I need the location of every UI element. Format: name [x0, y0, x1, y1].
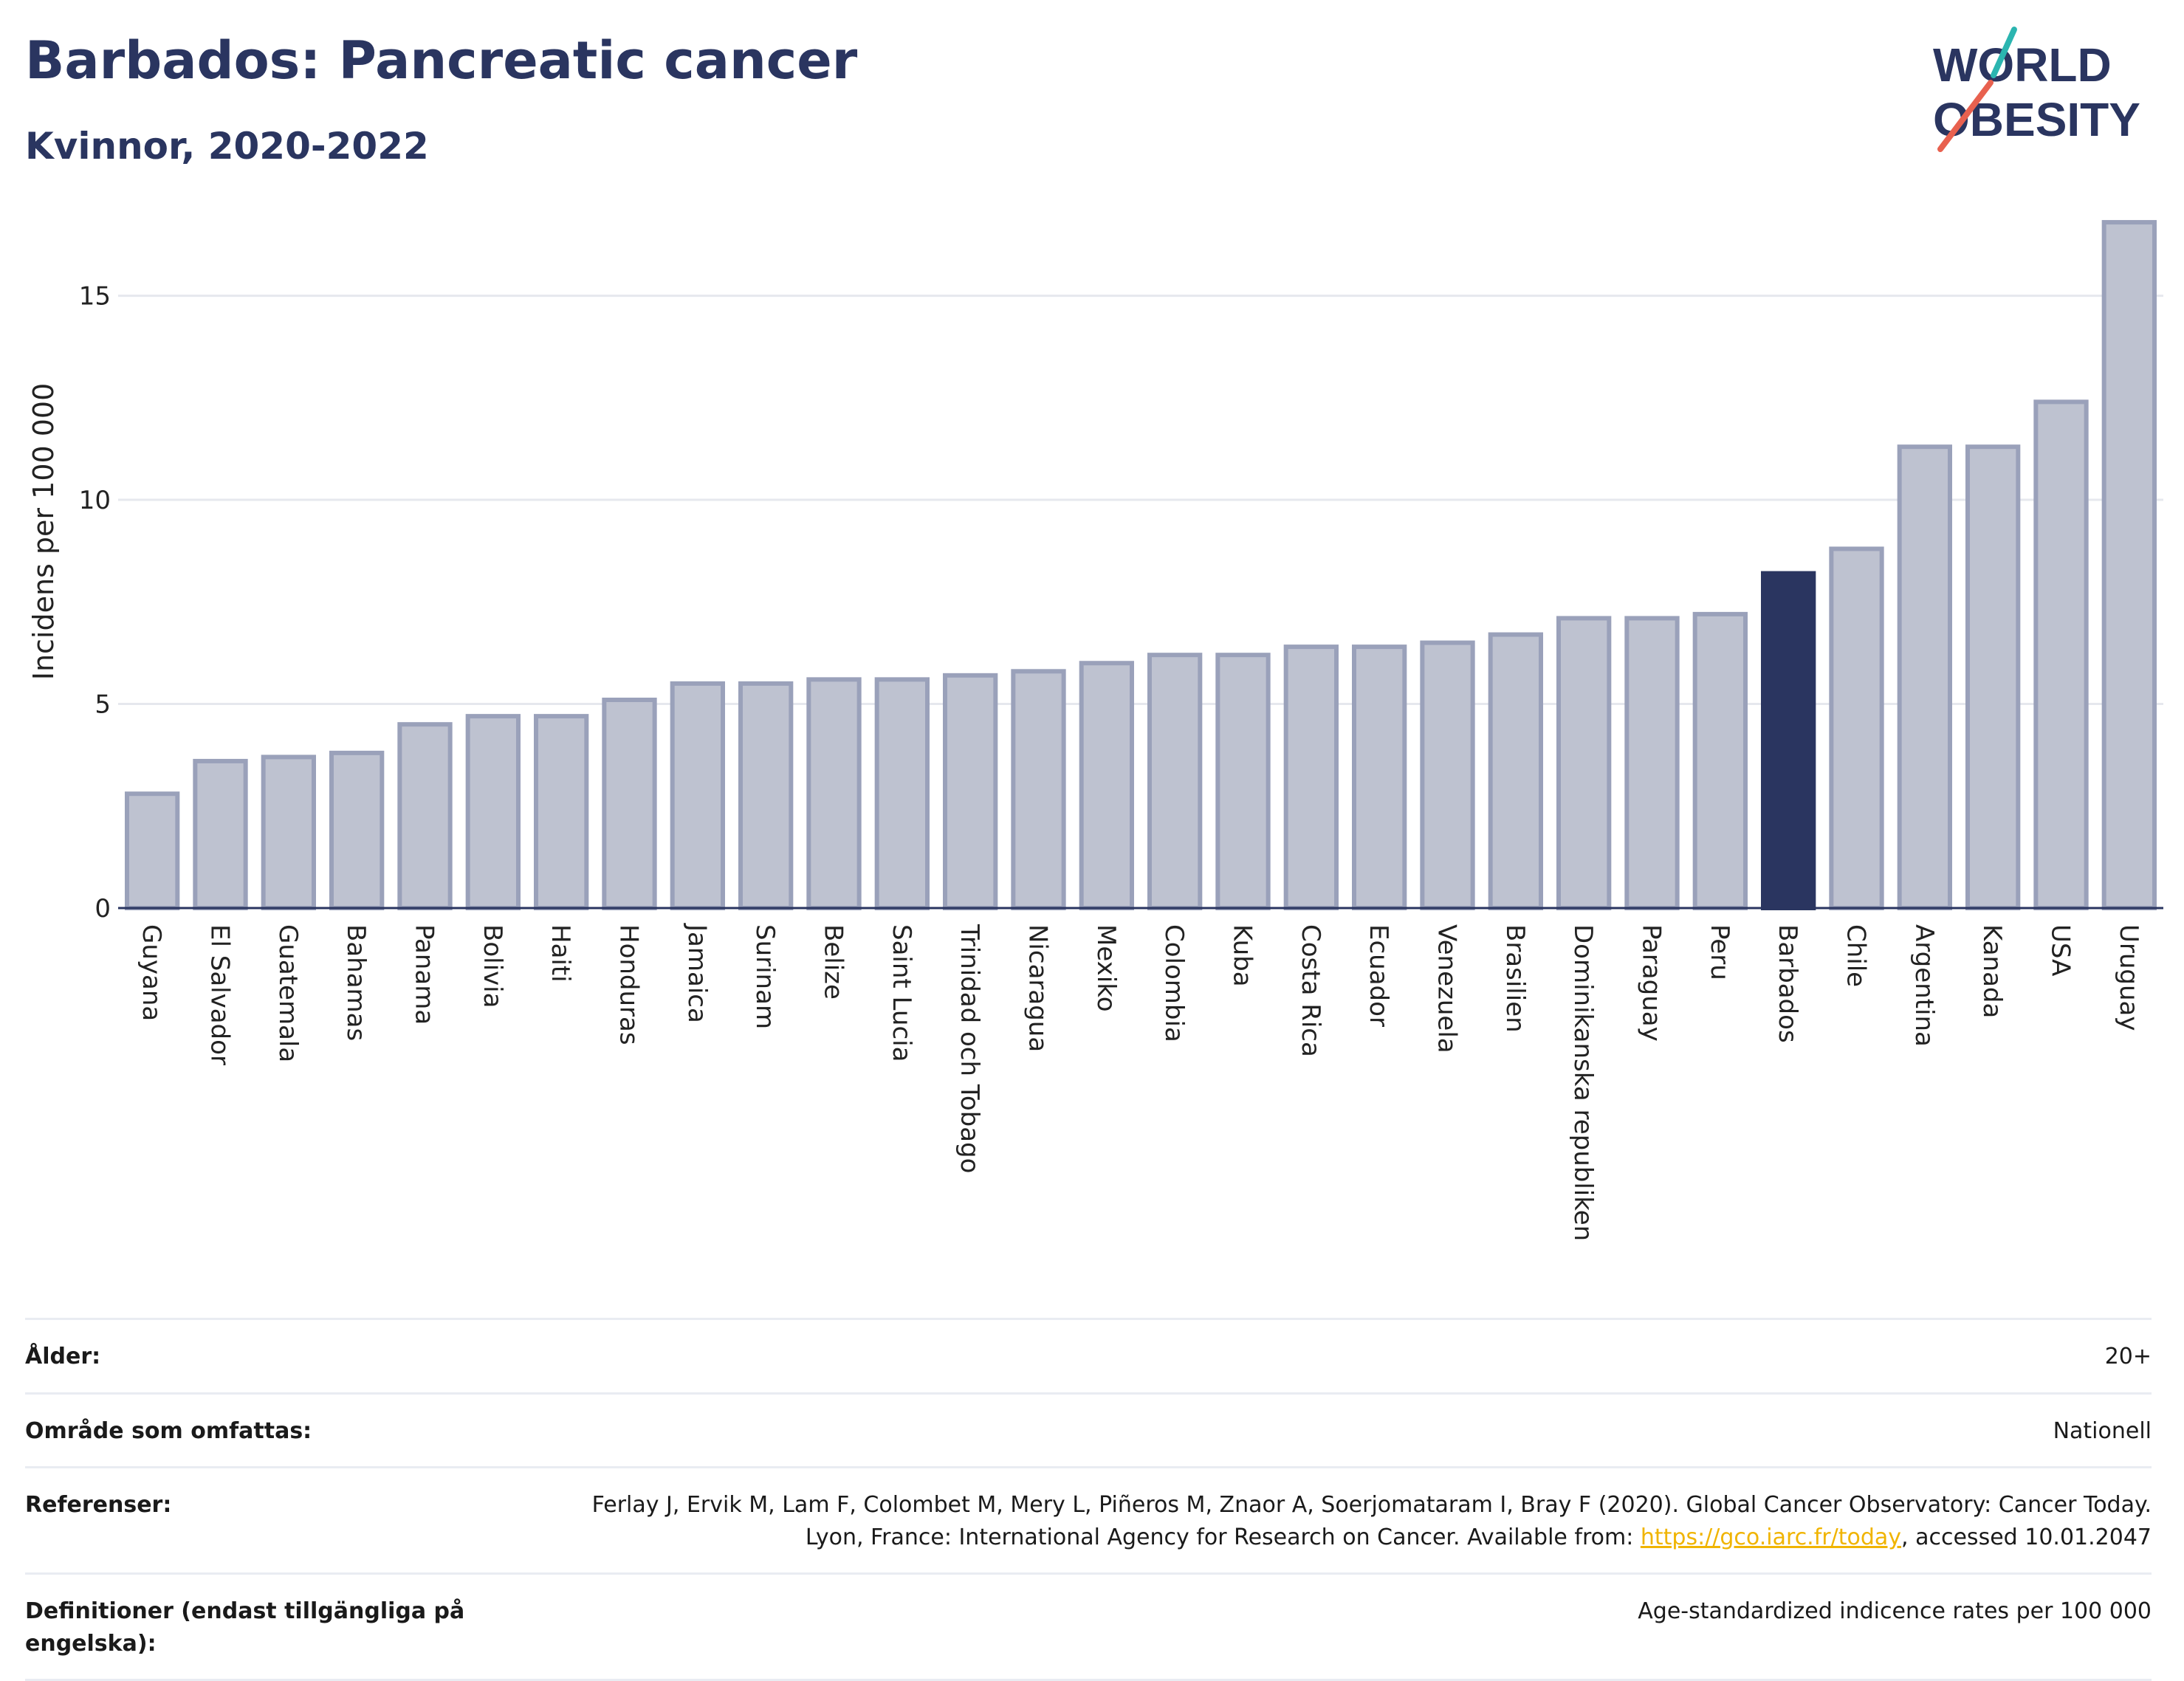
- meta-defs-label: Definitioner (endast tillgängliga på eng…: [25, 1598, 465, 1657]
- refs-accessed: , accessed 10.01.2047: [1901, 1524, 2152, 1550]
- refs-text: Ferlay J, Ervik M, Lam F, Colombet M, Me…: [591, 1492, 2152, 1550]
- category-label: Honduras: [614, 924, 644, 1045]
- bar-panama[interactable]: [397, 722, 453, 910]
- category-label: Costa Rica: [1296, 924, 1325, 1057]
- bar-chile[interactable]: [1829, 546, 1884, 910]
- grid-lines: [118, 295, 2163, 706]
- logo-graphic: WORLD OBESITY: [1933, 27, 2140, 152]
- bar-costa-rica[interactable]: [1283, 644, 1339, 911]
- bar-uruguay[interactable]: [2101, 220, 2157, 910]
- bar-belize[interactable]: [806, 677, 862, 911]
- bar-colombia[interactable]: [1147, 653, 1203, 910]
- category-label: Uruguay: [2114, 924, 2143, 1031]
- category-label: Surinam: [750, 924, 780, 1029]
- bar-surinam[interactable]: [738, 681, 794, 910]
- bar-ecuador[interactable]: [1352, 644, 1407, 911]
- category-label: Argentina: [1909, 924, 1939, 1047]
- meta-area-label: Område som omfattas:: [25, 1417, 312, 1444]
- y-tick-labels: 0 5 10 15: [79, 282, 111, 924]
- y-tick-label: 5: [95, 690, 111, 720]
- bar-mexiko[interactable]: [1079, 661, 1134, 910]
- bar-guatemala[interactable]: [261, 754, 316, 910]
- category-labels: Guyana El Salvador Guatemala Bahamas Panama B…: [137, 923, 2143, 1241]
- y-axis-label: Incidens per 100 000: [27, 383, 60, 681]
- category-label: Peru: [1705, 924, 1734, 980]
- category-label: Dominikanska republiken: [1568, 924, 1598, 1241]
- bar-argentina[interactable]: [1897, 444, 1952, 911]
- bar-chart: 0 5 10 15 Guyana El Salvador Guatemala Bahamas…: [27, 220, 2163, 1241]
- bar-bahamas[interactable]: [329, 750, 385, 910]
- page-subtitle: Kvinnor, 2020-2022: [25, 125, 429, 168]
- meta-age-label: Ålder:: [25, 1344, 101, 1369]
- category-label: Saint Lucia: [887, 924, 916, 1062]
- y-tick-label: 0: [95, 894, 111, 924]
- bar-jamaica[interactable]: [670, 681, 725, 910]
- meta-refs-value: Ferlay J, Ervik M, Lam F, Colombet M, Me…: [564, 1489, 2152, 1553]
- bar-honduras[interactable]: [602, 698, 657, 910]
- bar-usa[interactable]: [2033, 399, 2089, 910]
- bar-el-salvador[interactable]: [193, 758, 248, 910]
- meta-row-area: Område som omfattas: Nationell: [25, 1392, 2152, 1467]
- category-label: Bolivia: [478, 924, 507, 1008]
- category-label: Colombia: [1159, 924, 1189, 1042]
- category-label: Brasilien: [1500, 924, 1530, 1033]
- category-label: Kuba: [1228, 924, 1257, 987]
- category-label: Panama: [410, 924, 439, 1025]
- meta-area-value: Nationell: [2053, 1417, 2152, 1444]
- category-label: Bahamas: [341, 924, 371, 1041]
- world-obesity-logo: WORLD OBESITY: [1920, 24, 2171, 157]
- bar-haiti[interactable]: [534, 714, 589, 911]
- category-label: USA: [2046, 924, 2075, 976]
- logo-line1: WORLD: [1933, 38, 2112, 92]
- bar-kuba[interactable]: [1215, 653, 1271, 910]
- page-title: Barbados: Pancreatic cancer: [25, 30, 858, 91]
- bar-peru[interactable]: [1692, 611, 1748, 910]
- refs-link[interactable]: https://gco.iarc.fr/today: [1640, 1524, 1902, 1550]
- meta-age-value: 20+: [2104, 1344, 2152, 1369]
- category-label: Guatemala: [273, 924, 303, 1062]
- category-label: Barbados: [1773, 924, 1802, 1043]
- meta-row-age: Ålder: 20+: [25, 1318, 2152, 1392]
- bar-nicaragua[interactable]: [1011, 669, 1066, 910]
- category-label: Belize: [819, 924, 848, 1000]
- metadata-table: Ålder: 20+ Område som omfattas: Nationel…: [25, 1318, 2152, 1681]
- category-label: Nicaragua: [1023, 924, 1053, 1052]
- bar-bolivia[interactable]: [465, 714, 521, 911]
- logo-line2: OBESITY: [1933, 93, 2140, 146]
- category-label: Ecuador: [1364, 924, 1393, 1027]
- category-label: Jamaica: [682, 923, 712, 1023]
- meta-defs-value: Age-standardized indicence rates per 100…: [1638, 1598, 2152, 1624]
- bars: [125, 220, 2157, 911]
- bar-saint-lucia[interactable]: [874, 677, 930, 911]
- bar-paraguay[interactable]: [1624, 616, 1680, 910]
- bar-kanada[interactable]: [1965, 444, 2021, 911]
- bar-barbados[interactable]: [1761, 571, 1816, 911]
- meta-refs-label: Referenser:: [25, 1492, 172, 1518]
- bar-venezuela[interactable]: [1420, 640, 1475, 911]
- category-label: Guyana: [137, 924, 166, 1021]
- meta-row-references: Referenser: Ferlay J, Ervik M, Lam F, Co…: [25, 1466, 2152, 1572]
- category-label: Kanada: [1977, 924, 2007, 1018]
- bar-dominikanska-republiken[interactable]: [1556, 616, 1612, 910]
- bar-trinidad-och-tobago[interactable]: [943, 673, 998, 911]
- y-tick-label: 15: [79, 282, 111, 312]
- bar-brasilien[interactable]: [1488, 632, 1543, 910]
- y-tick-label: 10: [79, 486, 111, 515]
- category-label: Mexiko: [1091, 924, 1121, 1012]
- category-label: Haiti: [546, 924, 575, 983]
- category-label: Paraguay: [1637, 924, 1666, 1042]
- bar-guyana[interactable]: [125, 791, 180, 910]
- category-label: Trinidad och Tobago: [955, 924, 984, 1173]
- category-label: Venezuela: [1432, 924, 1462, 1053]
- category-label: El Salvador: [205, 924, 235, 1065]
- category-label: Chile: [1841, 924, 1871, 987]
